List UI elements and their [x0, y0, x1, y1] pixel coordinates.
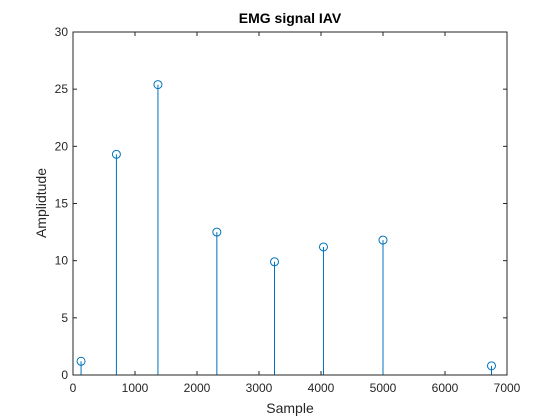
y-tick-label: 5: [61, 311, 68, 325]
stem-marker: [111, 149, 121, 159]
x-tick-label: 1000: [122, 381, 149, 395]
x-tick-label: 2000: [184, 381, 211, 395]
x-axis-label: Sample: [266, 400, 314, 416]
y-tick-label: 30: [55, 25, 69, 39]
x-tick-label: 5000: [370, 381, 397, 395]
x-tick-label: 7000: [494, 381, 521, 395]
y-tick-label: 25: [55, 82, 69, 96]
plot-area: [73, 32, 507, 375]
x-tick-label: 3000: [246, 381, 273, 395]
stem-marker: [318, 242, 328, 252]
x-tick-label: 4000: [308, 381, 335, 395]
stem-marker: [270, 257, 279, 267]
stem-marker: [76, 356, 86, 366]
y-axis-label: Amplidtude: [33, 168, 49, 238]
stem-marker: [153, 80, 163, 90]
axes-box: [72, 31, 508, 376]
axis-ticks: 0 1000 2000 3000 4000 5000 6000 7000 0 5 10 15 20 25 3…: [55, 25, 521, 395]
stem-marker: [212, 227, 222, 237]
stems-group: [76, 80, 496, 375]
y-tick-label: 20: [55, 139, 69, 153]
x-tick-label: 0: [70, 381, 77, 395]
stem-marker: [378, 235, 388, 245]
y-tick-label: 0: [61, 368, 68, 382]
stem-marker: [487, 361, 496, 371]
chart-title: EMG signal IAV: [239, 10, 342, 26]
y-tick-label: 10: [55, 254, 69, 268]
x-tick-label: 6000: [432, 381, 459, 395]
y-tick-label: 15: [55, 197, 69, 211]
